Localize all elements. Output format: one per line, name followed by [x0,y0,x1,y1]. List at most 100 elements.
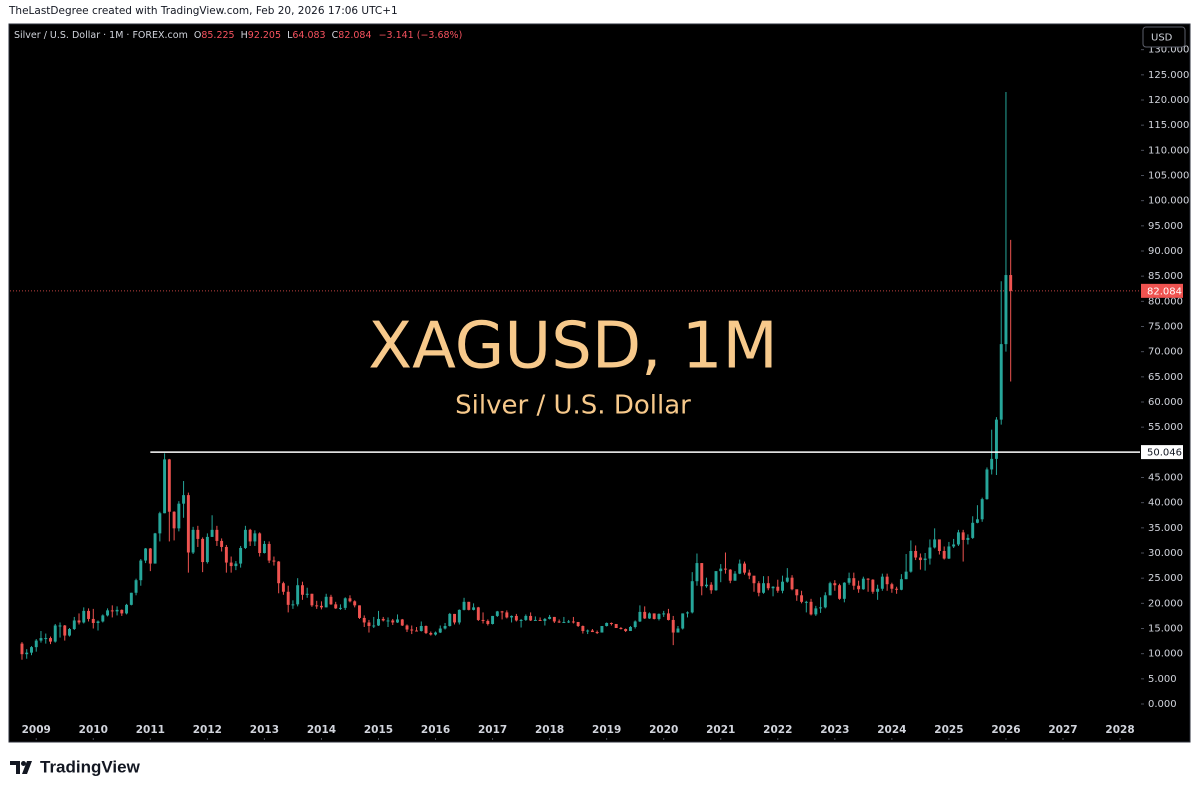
candle-body [462,601,466,610]
candle-body [96,621,100,623]
x-tick-label: 2028 [1105,724,1134,736]
candle-body [400,619,404,626]
candle-body [819,607,823,609]
candle-body [248,529,252,542]
y-tick-label: 80.000 [1148,296,1183,307]
candle-body [928,547,932,559]
candle-body [448,613,452,626]
candle-body [790,577,794,590]
y-tick-label: 90.000 [1148,246,1183,257]
candle-body [638,611,642,622]
candle-body [909,550,913,572]
candle-body [419,625,423,632]
close-value: 82.084 [338,30,371,41]
y-tick-label: 110.000 [1148,145,1189,156]
candle-body [728,569,732,581]
logo-dot [21,761,26,766]
y-tick-label: 95.000 [1148,221,1183,232]
candle-body [681,613,685,629]
candle-body [63,625,67,636]
candle-body [762,583,765,593]
candle-body [49,638,52,642]
candle-body [319,605,323,608]
candle-body [196,529,200,539]
open-key: O [194,30,201,41]
candle-body [182,495,186,504]
candle-body [937,539,941,551]
candle-body [990,458,994,470]
y-tick-label: 65.000 [1148,372,1183,383]
candle-body [529,615,533,621]
candle-body [334,604,338,609]
candle-body [514,615,518,621]
candle-body [814,608,818,615]
plot: 0.000 5.000 10.000 15.000 20.000 25.000 30.000… [10,45,1189,740]
candle-body [966,537,970,540]
candle-body [880,576,884,589]
candle-body [153,533,157,564]
candle-body [129,592,133,605]
candle-body [624,629,628,632]
candle-body [852,578,856,586]
x-tick-label: 2018 [535,724,564,736]
currency-label[interactable]: USD [1151,33,1173,44]
candle-body [752,575,756,584]
y-tick-label: 85.000 [1148,271,1183,282]
close-key: C [332,30,339,41]
candle-body [538,619,542,621]
candle-body [686,612,689,614]
candle-body [876,588,880,592]
candle-body [201,538,205,563]
y-tick-label: 40.000 [1148,498,1183,509]
x-tick-label: 2017 [478,724,507,736]
y-tick-label: 15.000 [1148,624,1183,635]
currency-button[interactable] [1142,26,1186,48]
y-tick-label: 130.000 [1148,45,1189,56]
change: −3.141 (−3.68%) [379,30,463,41]
candle-body [144,548,148,561]
x-tick-label: 2011 [136,724,165,736]
candle-body [633,621,637,627]
candle-body [923,558,927,561]
candle-body [695,563,699,582]
low-key: L [287,30,293,41]
y-tick-label: 70.000 [1148,347,1183,358]
candle-body [253,533,257,542]
last-price-box [1141,283,1183,298]
candle-body [338,607,342,609]
candle-body [771,586,775,589]
candle-body [952,544,956,547]
candle-body [895,588,899,590]
x-tick-label: 2015 [364,724,393,736]
y-tick-label: 105.000 [1148,170,1189,181]
low-value: 64.083 [292,30,325,41]
candle-body [429,633,433,635]
candle-body [975,519,979,523]
candle-body [134,580,138,593]
candle-body [77,620,81,623]
candle-body [110,610,114,612]
candle-body [353,601,357,606]
candle-body [519,619,523,621]
candle-body [405,625,409,630]
candle-body [300,585,304,595]
x-tick-label: 2024 [877,724,906,736]
candle-body [277,561,281,584]
candle-body [652,613,656,619]
candle-body [809,601,813,615]
y-tick-label: 20.000 [1148,598,1183,609]
candle-body [386,620,390,622]
candle-body [305,593,309,595]
last-price-label: 82.084 [1147,286,1182,297]
x-tick-label: 2025 [934,724,963,736]
candle-body [714,571,718,591]
candle-body [281,583,285,592]
candle-body [595,632,599,634]
x-tick-label: 2014 [307,724,336,736]
candle-body [25,652,29,655]
candle-body [994,419,998,459]
candle-body [229,562,233,567]
y-tick-label: 115.000 [1148,120,1189,131]
x-tick-label: 2009 [22,724,51,736]
